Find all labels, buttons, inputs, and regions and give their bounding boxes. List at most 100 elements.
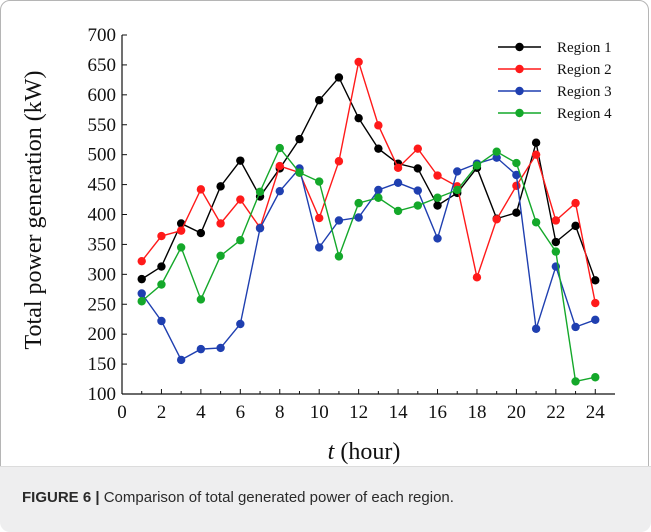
data-point	[591, 315, 600, 325]
data-point	[551, 237, 561, 247]
data-point	[196, 228, 206, 238]
data-point	[196, 295, 206, 304]
data-point	[591, 276, 600, 285]
caption-bar	[0, 466, 651, 532]
legend-label: Region 4	[557, 106, 612, 122]
data-point	[176, 243, 186, 252]
y-tick-label: 350	[88, 234, 117, 255]
data-point	[315, 177, 324, 186]
data-point	[334, 157, 344, 166]
y-tick-label: 650	[88, 55, 117, 76]
series-line	[141, 156, 596, 361]
data-point	[354, 198, 363, 208]
y-tick-label: 300	[88, 264, 117, 285]
data-point	[157, 262, 166, 271]
data-point	[216, 343, 225, 353]
series-layer	[137, 57, 600, 386]
data-point	[413, 144, 422, 153]
data-point	[591, 373, 600, 382]
y-tick-label: 250	[88, 294, 117, 315]
data-point	[551, 247, 561, 256]
x-ticks: 0 2 4 6 8 10 12 14 16 18 20 22 24	[117, 389, 605, 423]
x-tick-label: 14	[389, 402, 409, 423]
data-point	[334, 216, 344, 225]
data-point	[531, 150, 541, 159]
data-point	[196, 185, 206, 194]
data-point	[531, 138, 541, 147]
data-point	[591, 298, 600, 308]
series-region-2	[137, 57, 600, 308]
data-point	[453, 167, 462, 176]
line-chart: 100150200250300350400450500550600650700 …	[21, 25, 615, 465]
data-point	[137, 256, 146, 266]
data-point	[374, 193, 383, 202]
x-tick-label: 0	[117, 402, 127, 423]
data-point	[255, 187, 265, 196]
data-point	[275, 143, 284, 153]
y-tick-label: 500	[88, 145, 117, 166]
data-point	[216, 251, 225, 260]
legend-label: Region 1	[557, 40, 612, 56]
legend-label: Region 3	[557, 84, 612, 100]
figure-caption: FIGURE 6 | Comparison of total generated…	[22, 489, 454, 506]
series-region-1	[137, 73, 600, 285]
x-tick-label: 18	[467, 402, 486, 423]
data-point	[571, 198, 580, 208]
data-point	[275, 186, 284, 196]
data-point	[492, 215, 501, 224]
data-point	[334, 73, 344, 82]
data-point	[413, 201, 422, 210]
axes	[121, 35, 615, 395]
data-point	[275, 161, 284, 171]
y-tick-label: 450	[88, 175, 117, 196]
data-point	[334, 252, 344, 261]
data-point	[157, 231, 166, 241]
data-point	[512, 181, 521, 190]
series-region-4	[137, 143, 600, 386]
y-tick-label: 100	[88, 384, 117, 405]
x-tick-label: 22	[546, 402, 565, 423]
data-point	[551, 216, 561, 225]
y-axis-label: Total power generation (kW)	[21, 71, 47, 350]
data-point	[531, 324, 541, 333]
y-ticks: 100 150 200 250 300 350 400 450 500 550 600 650 700	[88, 25, 127, 405]
x-tick-label: 16	[428, 402, 447, 423]
data-point	[196, 344, 206, 354]
data-point	[157, 316, 166, 326]
data-point	[354, 113, 363, 123]
data-point	[216, 219, 225, 228]
data-point	[315, 96, 324, 105]
legend-marker	[515, 42, 524, 52]
data-point	[571, 221, 580, 231]
data-point	[492, 153, 501, 162]
data-point	[531, 218, 541, 227]
caption-text: Comparison of total generated power of e…	[99, 489, 454, 506]
y-tick-label: 400	[88, 205, 117, 226]
x-tick-label: 4	[196, 402, 206, 423]
x-tick-label: 20	[507, 402, 526, 423]
data-point	[216, 182, 225, 191]
y-tick-label: 200	[88, 324, 117, 345]
data-point	[374, 121, 383, 130]
data-point	[413, 186, 422, 195]
x-tick-label: 2	[157, 402, 167, 423]
data-point	[433, 201, 442, 210]
x-tick-label: 24	[586, 402, 606, 423]
data-point	[393, 163, 403, 173]
data-point	[137, 274, 146, 284]
legend-item-region-1: Region 1	[498, 40, 612, 56]
data-point	[176, 355, 186, 365]
data-point	[236, 156, 245, 165]
data-point	[354, 213, 363, 222]
data-point	[137, 297, 146, 306]
data-point	[354, 57, 363, 67]
series-line	[141, 61, 596, 304]
x-tick-label: 6	[236, 402, 246, 423]
series-line	[141, 146, 596, 383]
series-region-3	[137, 153, 600, 365]
x-axis-label: t (hour)	[328, 439, 401, 465]
legend-item-region-3: Region 3	[498, 84, 612, 100]
data-point	[236, 236, 245, 245]
data-point	[433, 193, 442, 202]
data-point	[295, 168, 304, 177]
